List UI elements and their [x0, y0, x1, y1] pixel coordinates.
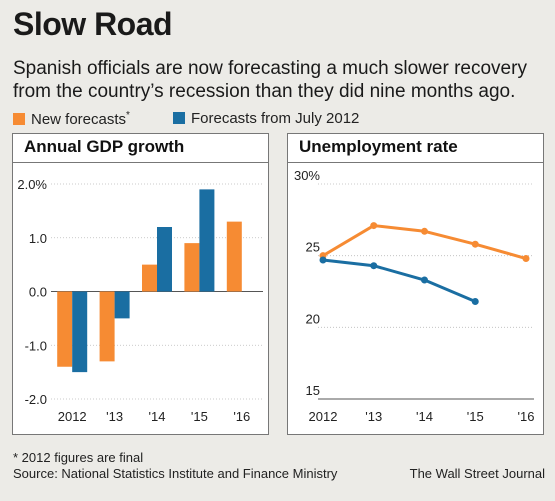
gdp-chart: 2.0% 1.0 0.0 -1.0 -2.0 2012 '13 '14 '15 '16	[17, 177, 263, 424]
point-new-forecast	[471, 240, 479, 248]
y-tick-label: 20	[306, 311, 320, 326]
bar-july-2012-forecast	[157, 227, 172, 292]
gdp-panel: Annual GDP growth 2.0% 1.0 0.0 -1.0 -2.0 2012…	[12, 133, 269, 435]
x-tick-label: '14	[416, 409, 433, 424]
legend-swatch-orange	[13, 113, 25, 125]
y-tick-label: 1.0	[29, 231, 47, 246]
point-july-2012-forecast	[370, 262, 378, 270]
footnote: * 2012 figures are final	[13, 450, 144, 465]
x-tick-label: '14	[149, 409, 166, 424]
chart-subtitle: Spanish officials are now forecasting a …	[13, 58, 527, 102]
y-tick-label: -1.0	[25, 338, 47, 353]
legend-item-july-2012: Forecasts from July 2012	[173, 110, 359, 127]
legend-label: Forecasts from July 2012	[191, 110, 360, 127]
bar-new-forecast	[184, 243, 200, 292]
x-tick-label: '13	[365, 409, 382, 424]
chart-title: Slow Road	[13, 6, 173, 42]
y-tick-label: 0.0	[29, 285, 47, 300]
line-july-2012-forecast	[322, 258, 476, 303]
x-tick-label: '16	[518, 409, 535, 424]
x-tick-label: '15	[467, 409, 484, 424]
legend-item-new-forecasts: New forecasts*	[13, 110, 130, 128]
y-tick-label: 15	[306, 383, 320, 398]
unemployment-chart-title: Unemployment rate	[299, 137, 458, 156]
point-new-forecast	[522, 255, 530, 263]
y-tick-label: 25	[306, 240, 320, 255]
point-july-2012-forecast	[319, 256, 327, 264]
gdp-chart-title: Annual GDP growth	[24, 137, 185, 156]
point-new-forecast	[421, 227, 428, 235]
bar-july-2012-forecast	[114, 291, 130, 319]
x-tick-label: 2012	[309, 409, 338, 424]
x-tick-label: '13	[106, 409, 123, 424]
bar-july-2012-forecast	[72, 291, 88, 373]
gdp-panel-header: Annual GDP growth	[13, 134, 268, 163]
bar-new-forecast	[142, 264, 157, 292]
legend-swatch-blue	[173, 112, 185, 124]
point-new-forecast	[370, 222, 378, 230]
bar-new-forecast	[99, 291, 115, 362]
credit: The Wall Street Journal	[409, 466, 545, 481]
unemployment-panel: Unemployment rate 30% 25 20 15 2012 '13 '14 '15…	[287, 133, 544, 435]
x-tick-label: '15	[191, 409, 208, 424]
x-tick-label: '16	[233, 409, 250, 424]
legend-label: New forecasts	[31, 111, 127, 128]
legend-marker: *	[126, 110, 130, 121]
bar-new-forecast	[57, 291, 73, 367]
y-tick-label: 2.0%	[17, 177, 47, 192]
y-tick-label: 30%	[294, 168, 320, 183]
x-tick-label: 2012	[58, 409, 87, 424]
bar-july-2012-forecast	[199, 189, 215, 292]
source: Source: National Statistics Institute an…	[13, 466, 338, 481]
point-july-2012-forecast	[421, 276, 428, 284]
y-tick-label: -2.0	[25, 392, 47, 407]
unemployment-panel-header: Unemployment rate	[288, 134, 543, 163]
unemployment-chart: 30% 25 20 15 2012 '13 '14 '15 '16	[294, 168, 535, 424]
point-july-2012-forecast	[471, 298, 479, 306]
bar-new-forecast	[226, 221, 242, 292]
